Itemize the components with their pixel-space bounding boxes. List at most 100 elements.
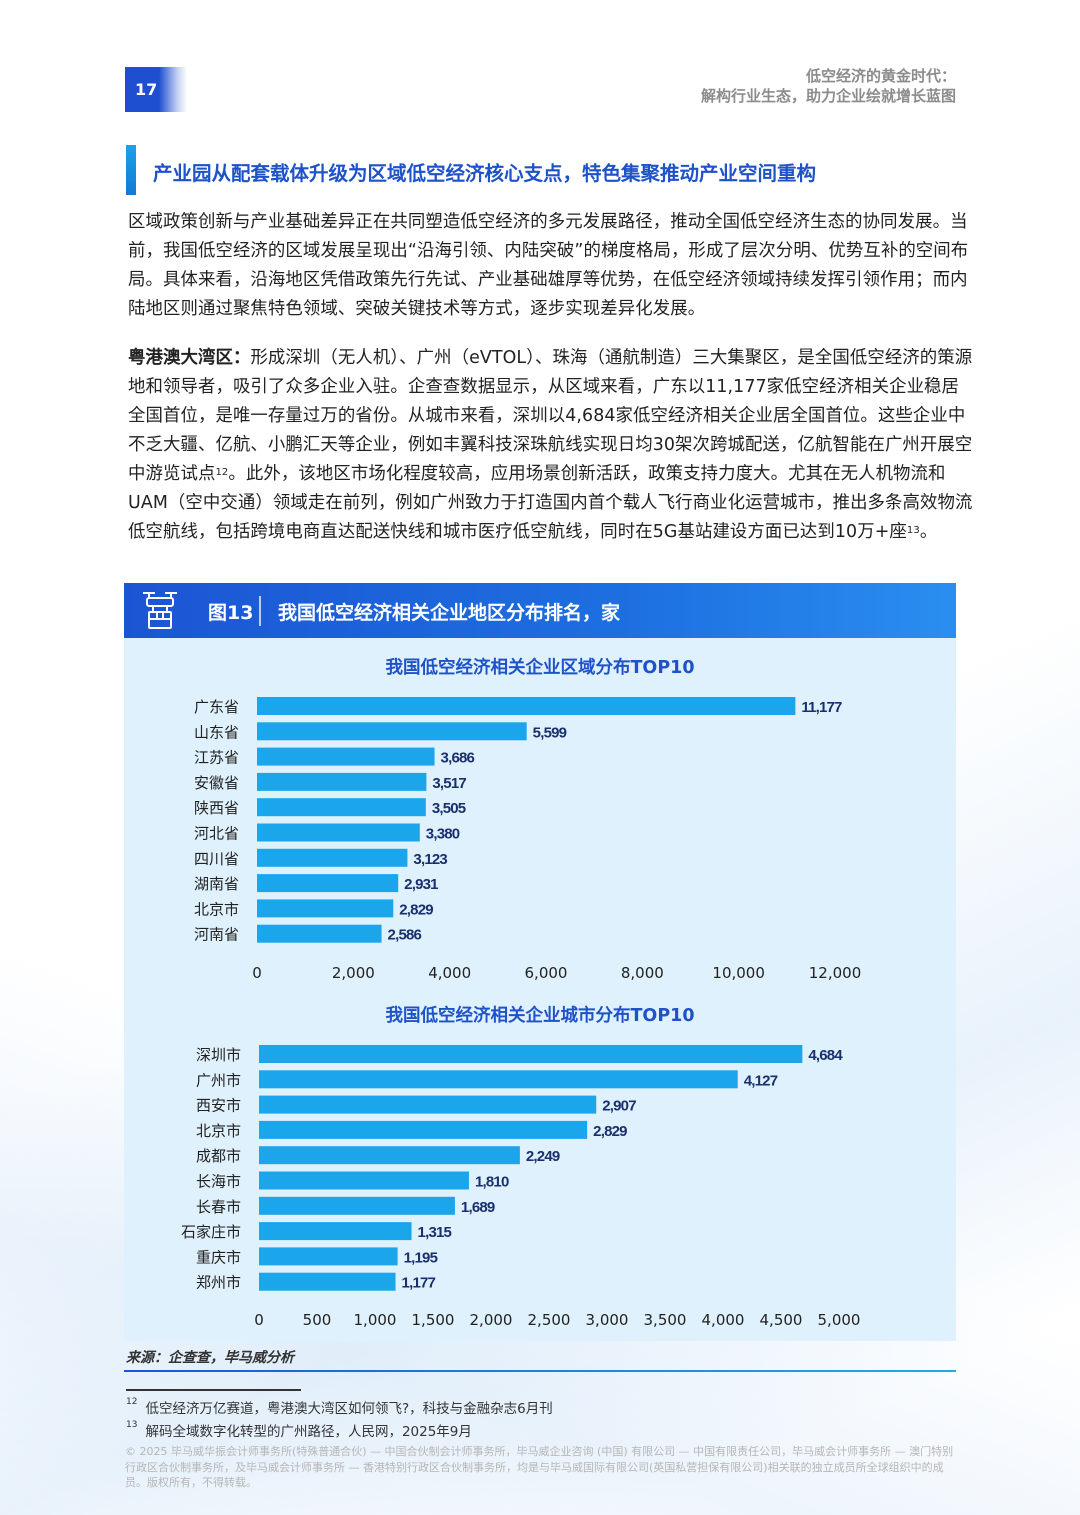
category-label: 北京市	[196, 1122, 241, 1140]
value-label: 3,123	[413, 851, 447, 868]
chart-region-top10: 广东省 11,177 山东省 5,599 江苏省 3,686 安徽省 3,517 陕西省 3,50…	[194, 697, 862, 982]
bar	[257, 798, 426, 817]
category-label: 陕西省	[194, 799, 239, 817]
figure-label-divider	[259, 596, 261, 626]
footnote-ref-13: 13	[906, 525, 920, 536]
value-label: 1,810	[475, 1174, 509, 1191]
category-label: 河南省	[194, 926, 239, 944]
x-tick-label: 10,000	[712, 964, 765, 982]
category-label: 石家庄市	[181, 1223, 241, 1241]
source-divider	[124, 1370, 956, 1372]
bar	[259, 1272, 396, 1291]
category-label: 西安市	[196, 1097, 241, 1115]
category-label: 安徽省	[194, 774, 239, 792]
footnote-text: 低空经济万亿赛道，粤港澳大湾区如何领飞?，科技与金融杂志6月刊	[145, 1401, 553, 1417]
paragraph-text: 形成深圳（无人机）、广州（eVTOL）、珠海（通航制造）三大集聚区，是全国低空经…	[128, 348, 973, 484]
x-tick-label: 6,000	[525, 964, 568, 982]
running-header: 低空经济的黄金时代： 解构行业生态，助力企业绘就增长蓝图	[701, 66, 956, 106]
footnote-ref-12: 12	[215, 467, 229, 478]
x-tick-label: 3,000	[586, 1311, 629, 1329]
value-label: 3,517	[432, 775, 466, 792]
category-label: 深圳市	[196, 1046, 241, 1064]
body-paragraph-2: 粤港澳大湾区：形成深圳（无人机）、广州（eVTOL）、珠海（通航制造）三大集聚区…	[128, 344, 973, 547]
footnote-13: 13 解码全域数字化转型的广州路径，人民网，2025年9月	[126, 1420, 472, 1440]
value-label: 3,380	[426, 826, 460, 843]
category-label: 广州市	[196, 1071, 241, 1089]
figure-header: 图13 我国低空经济相关企业地区分布排名，家	[124, 583, 956, 638]
value-label: 1,177	[402, 1275, 436, 1292]
x-tick-label: 4,000	[702, 1311, 745, 1329]
bar	[257, 772, 427, 791]
category-label: 广东省	[194, 698, 239, 716]
section-accent-bar	[126, 145, 136, 195]
footnote-text: 解码全域数字化转型的广州路径，人民网，2025年9月	[145, 1424, 472, 1440]
section-title: 产业园从配套载体升级为区域低空经济核心支点，特色集聚推动产业空间重构	[153, 162, 817, 185]
footnote-mark: 12	[126, 1397, 138, 1407]
x-tick-label: 1,500	[412, 1311, 455, 1329]
value-label: 2,249	[526, 1148, 560, 1165]
figure-source: 来源：企查查，毕马威分析	[126, 1350, 294, 1366]
category-label: 重庆市	[196, 1248, 241, 1266]
value-label: 2,829	[399, 901, 433, 918]
value-label: 2,907	[602, 1098, 636, 1115]
bar	[259, 1045, 803, 1063]
category-label: 湖南省	[194, 875, 239, 893]
category-label: 北京市	[194, 900, 239, 918]
value-label: 2,931	[404, 876, 438, 893]
bar	[257, 747, 435, 766]
bar	[259, 1146, 520, 1165]
x-tick-label: 1,000	[354, 1311, 397, 1329]
value-label: 3,505	[432, 800, 466, 817]
value-label: 1,315	[418, 1224, 452, 1241]
value-label: 2,829	[593, 1123, 627, 1140]
category-label: 江苏省	[194, 749, 239, 767]
drone-package-icon	[143, 592, 177, 629]
bar	[259, 1196, 455, 1215]
category-label: 长海市	[196, 1173, 241, 1191]
figure-label: 图13	[208, 602, 254, 624]
body-paragraph-1: 区域政策创新与产业基础差异正在共同塑造低空经济的多元发展路径，推动全国低空经济生…	[128, 212, 969, 319]
category-label: 河北省	[194, 825, 239, 843]
paragraph-lead: 粤港澳大湾区：	[128, 348, 251, 368]
category-label: 郑州市	[196, 1274, 241, 1292]
footnote-12: 12 低空经济万亿赛道，粤港澳大湾区如何领飞?，科技与金融杂志6月刊	[126, 1397, 553, 1417]
bar	[257, 823, 420, 842]
running-header-line1: 低空经济的黄金时代：	[805, 67, 956, 85]
x-tick-label: 0	[254, 1311, 264, 1329]
x-tick-label: 3,500	[644, 1311, 687, 1329]
figure-body: 我国低空经济相关企业区域分布TOP10 广东省 11,177 山东省 5,599 江苏省…	[124, 638, 956, 1341]
running-header-line2: 解构行业生态，助力企业绘就增长蓝图	[700, 87, 956, 105]
category-label: 四川省	[194, 850, 239, 868]
x-tick-label: 0	[252, 964, 262, 982]
value-label: 4,684	[808, 1047, 843, 1064]
x-tick-label: 2,500	[528, 1311, 571, 1329]
bar	[257, 697, 796, 715]
x-tick-label: 12,000	[809, 964, 862, 982]
figure-title: 我国低空经济相关企业地区分布排名，家	[278, 602, 621, 624]
x-tick-label: 500	[303, 1311, 332, 1329]
x-tick-label: 2,000	[332, 964, 375, 982]
value-label: 11,177	[801, 699, 842, 716]
bar	[259, 1095, 597, 1114]
bar	[257, 899, 394, 918]
value-label: 2,586	[388, 927, 422, 944]
bar	[259, 1222, 412, 1241]
bar	[257, 874, 399, 893]
x-tick-label: 4,000	[428, 964, 471, 982]
paragraph-text: 。此外，该地区市场化程度较高，应用场景创新活跃，政策支持力度大。尤其在无人机物流…	[128, 464, 973, 542]
value-label: 3,686	[441, 750, 475, 767]
page-number: 17	[125, 67, 187, 112]
x-tick-label: 4,500	[760, 1311, 803, 1329]
footnote-mark: 13	[126, 1420, 138, 1430]
paragraph-text: 。	[919, 522, 938, 542]
value-label: 4,127	[744, 1072, 778, 1089]
x-tick-label: 8,000	[621, 964, 664, 982]
chart-city-top10: 深圳市 4,684 广州市 4,127 西安市 2,907 北京市 2,829 成都市 2,249…	[181, 1045, 860, 1329]
value-label: 5,599	[533, 724, 567, 741]
chart-title-city: 我国低空经济相关企业城市分布TOP10	[385, 1006, 695, 1026]
bar	[259, 1171, 469, 1190]
chart-title-region: 我国低空经济相关企业区域分布TOP10	[385, 658, 695, 678]
bar	[259, 1070, 738, 1089]
bar	[257, 722, 527, 741]
value-label: 1,689	[461, 1199, 495, 1216]
